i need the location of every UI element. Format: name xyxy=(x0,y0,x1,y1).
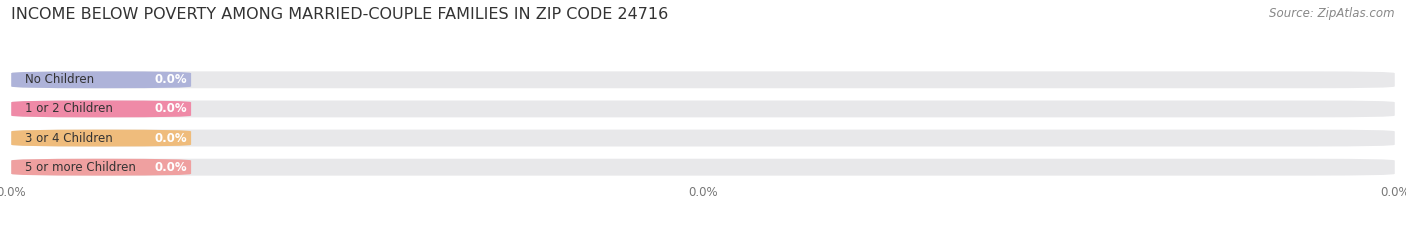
Text: Source: ZipAtlas.com: Source: ZipAtlas.com xyxy=(1270,7,1395,20)
Text: 1 or 2 Children: 1 or 2 Children xyxy=(25,103,112,115)
Text: 0.0%: 0.0% xyxy=(155,73,187,86)
FancyBboxPatch shape xyxy=(11,159,191,176)
Text: 0.0%: 0.0% xyxy=(155,161,187,174)
Text: No Children: No Children xyxy=(25,73,94,86)
Text: INCOME BELOW POVERTY AMONG MARRIED-COUPLE FAMILIES IN ZIP CODE 24716: INCOME BELOW POVERTY AMONG MARRIED-COUPL… xyxy=(11,7,668,22)
FancyBboxPatch shape xyxy=(11,71,191,88)
FancyBboxPatch shape xyxy=(11,100,1395,117)
FancyBboxPatch shape xyxy=(11,71,1395,88)
FancyBboxPatch shape xyxy=(11,130,191,147)
FancyBboxPatch shape xyxy=(11,130,1395,147)
Text: 5 or more Children: 5 or more Children xyxy=(25,161,136,174)
FancyBboxPatch shape xyxy=(11,100,191,117)
FancyBboxPatch shape xyxy=(11,159,1395,176)
Text: 0.0%: 0.0% xyxy=(155,103,187,115)
Text: 3 or 4 Children: 3 or 4 Children xyxy=(25,132,112,144)
Text: 0.0%: 0.0% xyxy=(155,132,187,144)
